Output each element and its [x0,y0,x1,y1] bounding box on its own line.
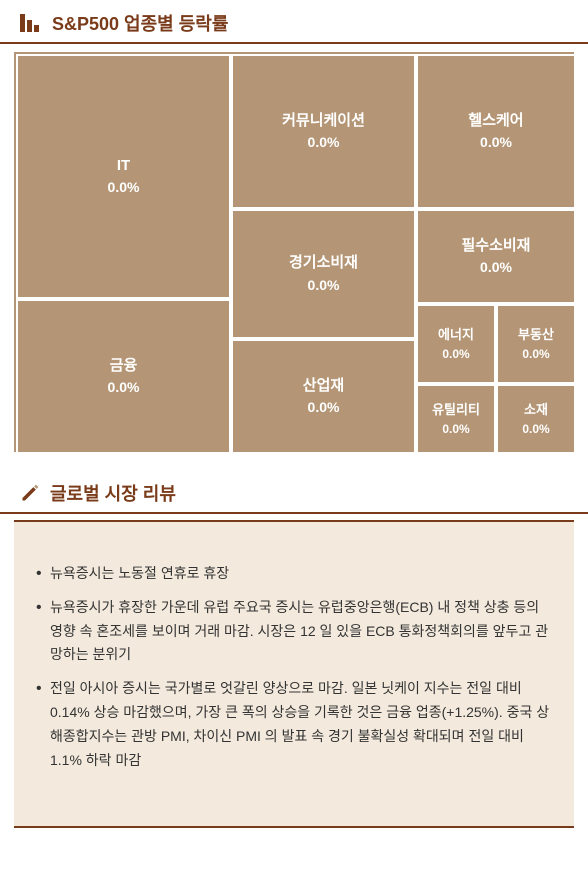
treemap-tile: 에너지 0.0% [416,304,496,384]
tile-label: 필수소비재 [461,236,530,256]
treemap-tile: 커뮤니케이션 0.0% [231,54,416,209]
pencil-icon [20,483,40,503]
tile-label: 에너지 [438,326,474,344]
review-header: 글로벌 시장 리뷰 [0,470,588,514]
treemap-tile: 소재 0.0% [496,384,576,454]
treemap-tile: 부동산 0.0% [496,304,576,384]
tile-label: 헬스케어 [468,111,523,131]
treemap-container: IT0.0%금융0.0%커뮤니케이션0.0%헬스케어0.0%경기소비재0.0%필… [0,44,588,470]
tile-value: 0.0% [480,133,512,152]
treemap-tile: 유틸리티 0.0% [416,384,496,454]
tile-value: 0.0% [442,346,469,362]
review-item: 전일 아시아 증시는 국가별로 엇갈린 양상으로 마감. 일본 닛케이 지수는 … [36,677,552,772]
tile-label: 부동산 [518,326,554,344]
review-item: 뉴욕증시가 휴장한 가운데 유럽 주요국 증시는 유럽중앙은행(ECB) 내 정… [36,596,552,667]
tile-value: 0.0% [108,178,140,197]
tile-value: 0.0% [308,276,340,295]
treemap-tile: 헬스케어 0.0% [416,54,576,209]
tile-value: 0.0% [308,398,340,417]
tile-value: 0.0% [442,421,469,437]
review-item: 뉴욕증시는 노동절 연휴로 휴장 [36,562,552,586]
tile-label: 소재 [524,401,548,419]
tile-label: 커뮤니케이션 [282,111,365,131]
tile-label: 산업재 [303,376,344,396]
tile-label: IT [117,156,130,176]
treemap-tile: 필수소비재 0.0% [416,209,576,304]
review-list: 뉴욕증시는 노동절 연휴로 휴장뉴욕증시가 휴장한 가운데 유럽 주요국 증시는… [36,562,552,772]
treemap-tile: IT 0.0% [16,54,231,299]
treemap-tile: 금융 0.0% [16,299,231,454]
tile-value: 0.0% [480,258,512,277]
tile-value: 0.0% [522,421,549,437]
tile-value: 0.0% [308,133,340,152]
tile-value: 0.0% [522,346,549,362]
sector-header: S&P500 업종별 등락률 [0,0,588,44]
treemap-tile: 산업재 0.0% [231,339,416,454]
tile-label: 경기소비재 [289,253,358,273]
tile-value: 0.0% [108,378,140,397]
tile-label: 금융 [110,356,138,376]
sector-title: S&P500 업종별 등락률 [52,10,228,36]
sector-treemap: IT0.0%금융0.0%커뮤니케이션0.0%헬스케어0.0%경기소비재0.0%필… [14,52,574,452]
treemap-tile: 경기소비재 0.0% [231,209,416,339]
review-title: 글로벌 시장 리뷰 [50,480,176,506]
tile-label: 유틸리티 [432,401,480,419]
bar-chart-icon [20,14,42,32]
review-panel: 뉴욕증시는 노동절 연휴로 휴장뉴욕증시가 휴장한 가운데 유럽 주요국 증시는… [14,520,574,828]
